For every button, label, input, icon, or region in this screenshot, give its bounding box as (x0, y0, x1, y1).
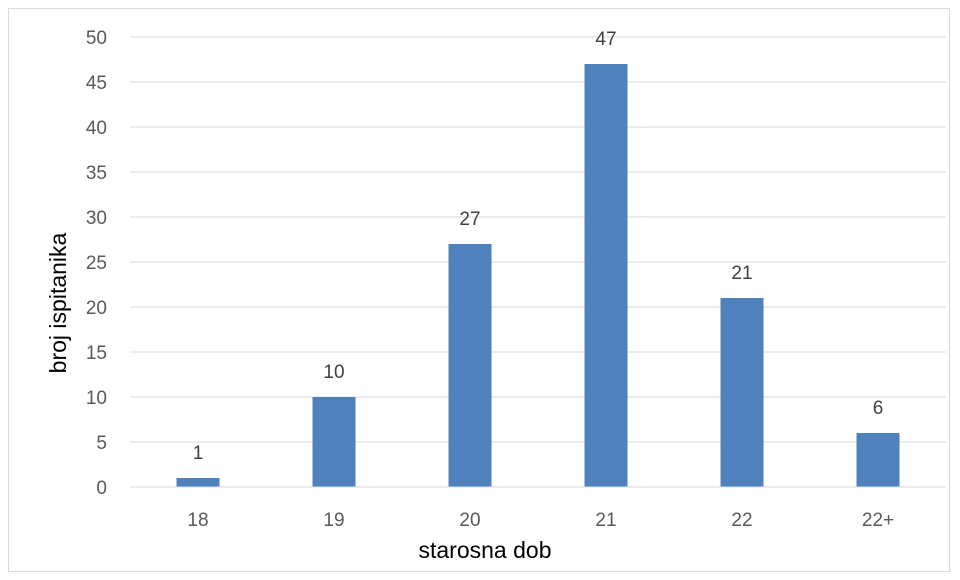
bars (176, 64, 900, 487)
bar-20 (448, 244, 492, 487)
bar-19 (312, 397, 356, 487)
x-tick-label: 19 (323, 510, 344, 531)
y-tick-label: 35 (86, 163, 107, 184)
data-label: 1 (193, 443, 204, 464)
y-tick-label: 40 (86, 118, 107, 139)
x-tick-label: 21 (595, 510, 616, 531)
labels: 0 5 10 15 20 25 30 35 40 45 50 1 18 10 19 27 20 47 21 21 22 6… (86, 28, 894, 531)
gridlines (130, 36, 946, 443)
y-tick-label: 5 (96, 433, 107, 454)
x-tick-label: 22+ (862, 510, 894, 531)
data-label: 27 (459, 209, 480, 230)
chart-frame: 0 5 10 15 20 25 30 35 40 45 50 1 18 10 19 27 20 47 21 21 22 6… (8, 8, 950, 572)
y-tick-label: 25 (86, 253, 107, 274)
bar-22 (720, 298, 764, 487)
data-label: 21 (731, 263, 752, 284)
bar-22+ (856, 433, 900, 487)
y-tick-label: 50 (86, 28, 107, 49)
x-axis-title: starosna dob (419, 537, 552, 563)
bar-chart: 0 5 10 15 20 25 30 35 40 45 50 1 18 10 19 27 20 47 21 21 22 6… (45, 28, 946, 563)
data-label: 6 (873, 398, 884, 419)
y-tick-label: 45 (86, 73, 107, 94)
bar-21 (584, 64, 628, 487)
data-label: 47 (595, 29, 616, 50)
y-tick-label: 15 (86, 343, 107, 364)
bar-18 (176, 478, 220, 487)
data-label: 10 (323, 362, 344, 383)
x-tick-label: 22 (731, 510, 752, 531)
y-axis-title: broj ispitanika (45, 232, 71, 373)
y-tick-label: 0 (96, 478, 107, 499)
x-tick-label: 20 (459, 510, 480, 531)
y-tick-label: 30 (86, 208, 107, 229)
y-tick-label: 20 (86, 298, 107, 319)
x-tick-label: 18 (187, 510, 208, 531)
y-tick-label: 10 (86, 388, 107, 409)
